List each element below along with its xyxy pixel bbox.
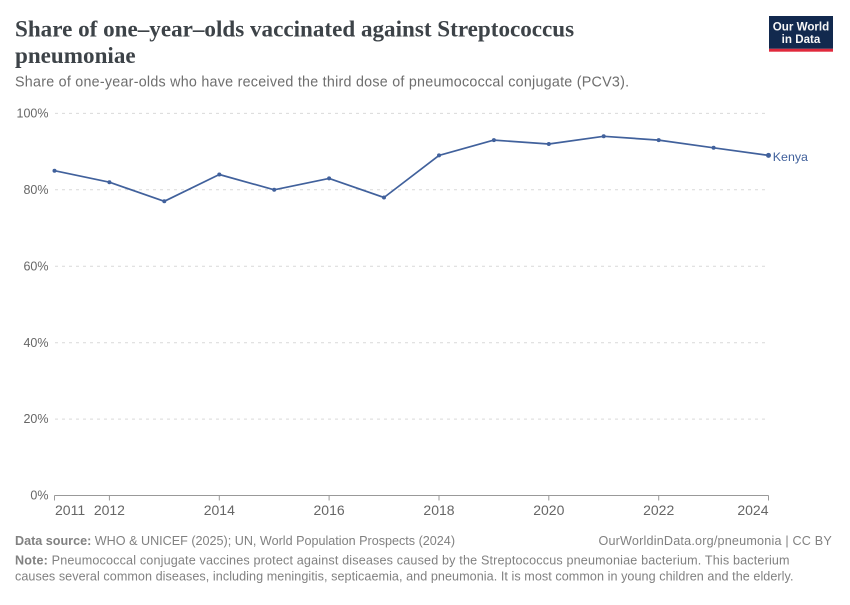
svg-text:Share of one–year–olds vaccina: Share of one–year–olds vaccinated agains…: [15, 16, 574, 42]
svg-text:Data source: WHO & UNICEF (202: Data source: WHO & UNICEF (2025); UN, Wo…: [15, 534, 455, 548]
svg-text:Kenya: Kenya: [773, 150, 808, 164]
svg-text:2020: 2020: [533, 502, 564, 518]
svg-text:40%: 40%: [23, 336, 48, 350]
svg-text:Share of one-year-olds who hav: Share of one-year-olds who have received…: [15, 75, 629, 91]
svg-text:2024: 2024: [737, 502, 768, 518]
svg-text:100%: 100%: [17, 107, 49, 121]
svg-text:OurWorldinData.org/pneumonia |: OurWorldinData.org/pneumonia | CC BY: [598, 534, 832, 548]
svg-text:Our World: Our World: [773, 21, 829, 34]
svg-text:2016: 2016: [314, 502, 345, 518]
svg-text:in Data: in Data: [782, 33, 821, 46]
svg-text:2014: 2014: [204, 502, 235, 518]
svg-text:80%: 80%: [23, 183, 48, 197]
svg-text:2018: 2018: [423, 502, 454, 518]
svg-text:pneumoniae: pneumoniae: [15, 42, 136, 68]
svg-text:causes several common diseases: causes several common diseases, includin…: [15, 570, 794, 584]
svg-text:Note: Pneumococcal conjugate v: Note: Pneumococcal conjugate vaccines pr…: [15, 554, 790, 568]
svg-text:2011: 2011: [55, 502, 85, 518]
svg-text:0%: 0%: [30, 489, 48, 503]
svg-text:2022: 2022: [643, 502, 674, 518]
svg-text:2012: 2012: [94, 502, 125, 518]
svg-text:60%: 60%: [23, 259, 48, 273]
svg-text:20%: 20%: [23, 412, 48, 426]
